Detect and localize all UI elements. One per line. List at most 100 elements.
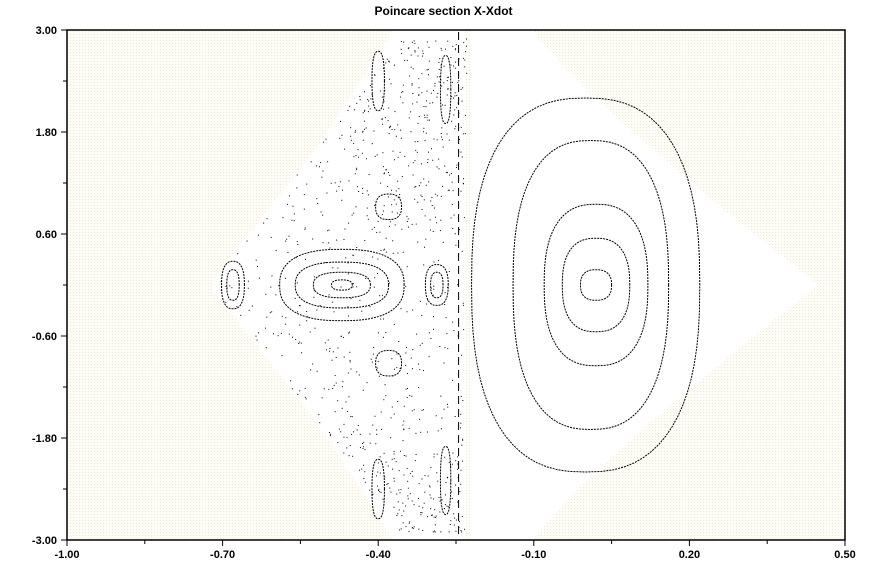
chaotic-point xyxy=(345,257,347,259)
chaotic-point xyxy=(455,125,457,127)
chaotic-point xyxy=(374,277,376,279)
chaotic-point xyxy=(349,361,351,363)
chaotic-point xyxy=(394,224,396,226)
chaotic-point xyxy=(418,505,420,507)
chaotic-point xyxy=(383,100,385,102)
chaotic-point xyxy=(367,98,369,100)
chaotic-point xyxy=(418,386,420,388)
chaotic-point xyxy=(402,251,404,253)
chaotic-point xyxy=(356,186,358,188)
chaotic-point xyxy=(359,299,361,301)
chaotic-point xyxy=(441,499,443,501)
chaotic-point xyxy=(356,246,358,248)
chaotic-point xyxy=(396,353,398,355)
chaotic-point xyxy=(306,183,308,185)
chaotic-point xyxy=(357,424,359,426)
chaotic-point xyxy=(424,117,426,119)
chaotic-point xyxy=(296,311,298,313)
chaotic-point xyxy=(463,329,465,331)
y-tick-label: -3.00 xyxy=(32,535,57,547)
chaotic-point xyxy=(430,200,432,202)
chaotic-point xyxy=(396,515,398,517)
chaotic-point xyxy=(442,146,444,148)
chaotic-point xyxy=(351,214,353,216)
chaotic-point xyxy=(372,493,374,495)
chaotic-point xyxy=(450,57,452,59)
chaotic-point xyxy=(419,344,421,346)
chaotic-point xyxy=(271,275,273,277)
chaotic-point xyxy=(464,59,466,61)
chaotic-point xyxy=(394,159,396,161)
chaotic-point xyxy=(352,431,354,433)
chaotic-point xyxy=(422,507,424,509)
chaotic-point xyxy=(412,162,414,164)
chaotic-point xyxy=(329,435,331,437)
chaotic-point xyxy=(356,286,358,288)
chaotic-point xyxy=(428,181,430,183)
chaotic-point xyxy=(429,229,431,231)
chaotic-point xyxy=(390,491,392,493)
chaotic-point xyxy=(434,85,436,87)
chaotic-point xyxy=(289,195,291,197)
chaotic-point xyxy=(349,105,351,107)
chaotic-point xyxy=(404,155,406,157)
chaotic-point xyxy=(423,370,425,372)
chaotic-point xyxy=(423,178,425,180)
chaotic-point xyxy=(347,306,349,308)
chaotic-point xyxy=(413,504,415,506)
orbit-curve xyxy=(439,445,452,516)
chaotic-point xyxy=(382,210,384,212)
chaotic-point xyxy=(385,461,387,463)
chaotic-point xyxy=(334,182,336,184)
chaotic-point xyxy=(437,259,439,261)
chaotic-point xyxy=(387,185,389,187)
chaotic-point xyxy=(303,208,305,210)
chaotic-point xyxy=(415,149,417,151)
chaotic-point xyxy=(411,410,413,412)
chaotic-point xyxy=(422,529,424,531)
chaotic-point xyxy=(286,238,288,240)
chaotic-point xyxy=(362,131,364,133)
chaotic-point xyxy=(231,287,233,289)
chaotic-point xyxy=(392,240,394,242)
chaotic-point xyxy=(438,158,440,160)
chaotic-point xyxy=(407,498,409,500)
chaotic-point xyxy=(444,104,446,106)
chaotic-point xyxy=(458,138,460,140)
chaotic-point xyxy=(424,475,426,477)
chaotic-point xyxy=(342,381,344,383)
chaotic-point xyxy=(348,396,350,398)
chaotic-point xyxy=(414,42,416,44)
chaotic-point xyxy=(426,303,428,305)
chaotic-point xyxy=(329,247,331,249)
chaotic-point xyxy=(403,405,405,407)
chaotic-point xyxy=(380,318,382,320)
chaotic-point xyxy=(373,286,375,288)
y-tick-label: -0.60 xyxy=(32,331,57,343)
chaotic-point xyxy=(318,166,320,168)
chaotic-point xyxy=(440,47,442,49)
chaotic-point xyxy=(364,120,366,122)
chaotic-point xyxy=(389,487,391,489)
chaotic-point xyxy=(450,64,452,66)
chaotic-point xyxy=(388,107,390,109)
chaotic-point xyxy=(448,462,450,464)
chaotic-point xyxy=(277,335,279,337)
chaotic-point xyxy=(409,473,411,475)
chaotic-point xyxy=(315,165,317,167)
chaotic-point xyxy=(301,352,303,354)
chaotic-point xyxy=(402,84,404,86)
chaotic-point xyxy=(387,171,389,173)
chaotic-point xyxy=(397,513,399,515)
chaotic-point xyxy=(455,44,457,46)
chaotic-point xyxy=(439,511,441,513)
chaotic-point xyxy=(434,531,436,533)
chaotic-point xyxy=(411,470,413,472)
chaotic-point xyxy=(312,238,314,240)
chaotic-point xyxy=(424,215,426,217)
chaotic-point xyxy=(367,111,369,113)
chaotic-point xyxy=(455,530,457,532)
chaotic-point xyxy=(440,132,442,134)
chaotic-point xyxy=(337,347,339,349)
